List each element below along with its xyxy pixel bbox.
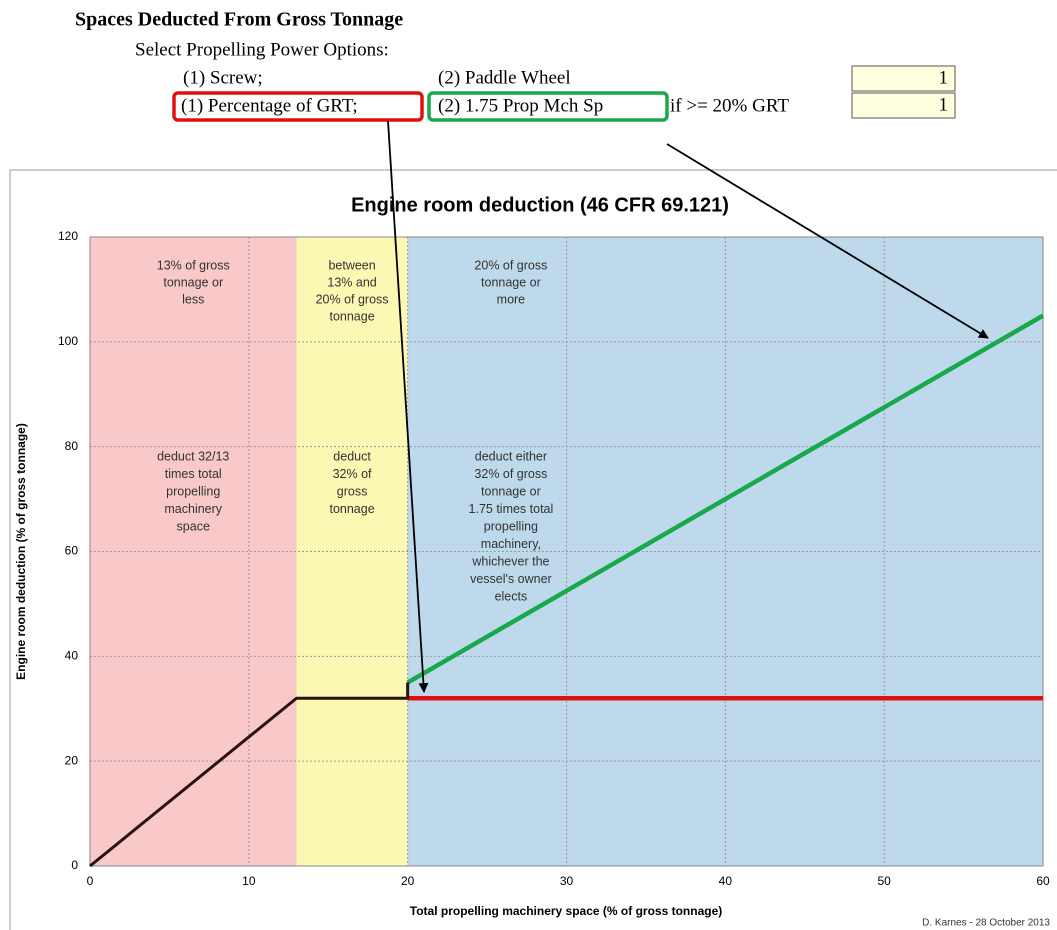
- option: (2) Paddle Wheel: [438, 67, 571, 88]
- region-label: less: [182, 292, 204, 306]
- arrow: [666, 143, 989, 339]
- region-note: propelling: [166, 484, 220, 498]
- region-label: tonnage: [329, 309, 374, 323]
- option: (2) 1.75 Prop Mch Sp: [438, 95, 603, 116]
- y-tick-label: 20: [65, 753, 79, 767]
- region-note: elects: [495, 589, 528, 603]
- plot-border: [89, 236, 1044, 867]
- arrow: [387, 120, 429, 693]
- x-tick-label: 0: [87, 874, 94, 888]
- y-tick-label: 100: [58, 334, 78, 348]
- y-tick-label: 120: [58, 229, 78, 243]
- region-note: times total: [165, 467, 222, 481]
- region-note: machinery,: [481, 537, 541, 551]
- region-note: vessel's owner: [470, 572, 552, 586]
- x-tick-label: 30: [560, 874, 574, 888]
- input-value[interactable]: 1: [939, 94, 949, 115]
- y-tick-label: 0: [71, 858, 78, 872]
- x-tick-label: 20: [401, 874, 415, 888]
- region-note: 32% of gross: [474, 467, 547, 481]
- region-note: deduct either: [475, 449, 547, 463]
- region-label: between: [328, 258, 375, 272]
- y-tick-label: 80: [65, 439, 79, 453]
- region-label: 13% and: [327, 275, 376, 289]
- region-note: tonnage or: [481, 484, 541, 498]
- region-label: 13% of gross: [157, 258, 230, 272]
- x-axis-label: Total propelling machinery space (% of g…: [410, 904, 723, 918]
- region-note: whichever the: [471, 554, 549, 568]
- region-note: deduct: [333, 449, 371, 463]
- region: [90, 237, 297, 866]
- chart: Engine room deduction (46 CFR 69.121) 13%…: [14, 194, 1050, 928]
- x-tick-label: 10: [242, 874, 256, 888]
- y-axis-label: Engine room deduction (% of gross tonnag…: [14, 423, 28, 680]
- region-note: gross: [337, 484, 368, 498]
- region-label: tonnage or: [163, 275, 223, 289]
- red-highlight: [172, 91, 424, 122]
- y-tick-label: 60: [65, 544, 79, 558]
- x-tick-label: 50: [877, 874, 891, 888]
- series-line: [89, 682, 410, 868]
- region-label: more: [497, 292, 526, 306]
- option: (1) Screw;: [183, 67, 263, 88]
- option: (1) Percentage of GRT;: [181, 95, 358, 116]
- region-note: tonnage: [329, 502, 374, 516]
- x-tick-label: 40: [719, 874, 733, 888]
- region-note: 1.75 times total: [469, 502, 554, 516]
- region-note: deduct 32/13: [157, 449, 229, 463]
- region-label: tonnage or: [481, 275, 541, 289]
- chart-title: Engine room deduction (46 CFR 69.121): [351, 194, 729, 216]
- input-box[interactable]: [851, 65, 956, 92]
- prompt: Select Propelling Power Options:: [135, 39, 389, 60]
- input-box[interactable]: [851, 92, 956, 119]
- region-label: 20% of gross: [474, 258, 547, 272]
- region-note: 32% of: [333, 467, 372, 481]
- form: Spaces Deducted From Gross Tonnage Selec…: [75, 9, 956, 122]
- form-title: Spaces Deducted From Gross Tonnage: [75, 9, 403, 31]
- y-tick-label: 40: [65, 649, 79, 663]
- region-label: 20% of gross: [316, 292, 389, 306]
- region-note: machinery: [164, 502, 222, 516]
- region-note: space: [177, 519, 210, 533]
- x-tick-label: 60: [1036, 874, 1050, 888]
- option-note: if >= 20% GRT: [670, 95, 789, 116]
- series-line: [406, 313, 1045, 685]
- region-note: propelling: [484, 519, 538, 533]
- input-value[interactable]: 1: [939, 67, 949, 88]
- credit: D. Karnes - 28 October 2013: [922, 918, 1050, 929]
- green-highlight: [427, 91, 669, 122]
